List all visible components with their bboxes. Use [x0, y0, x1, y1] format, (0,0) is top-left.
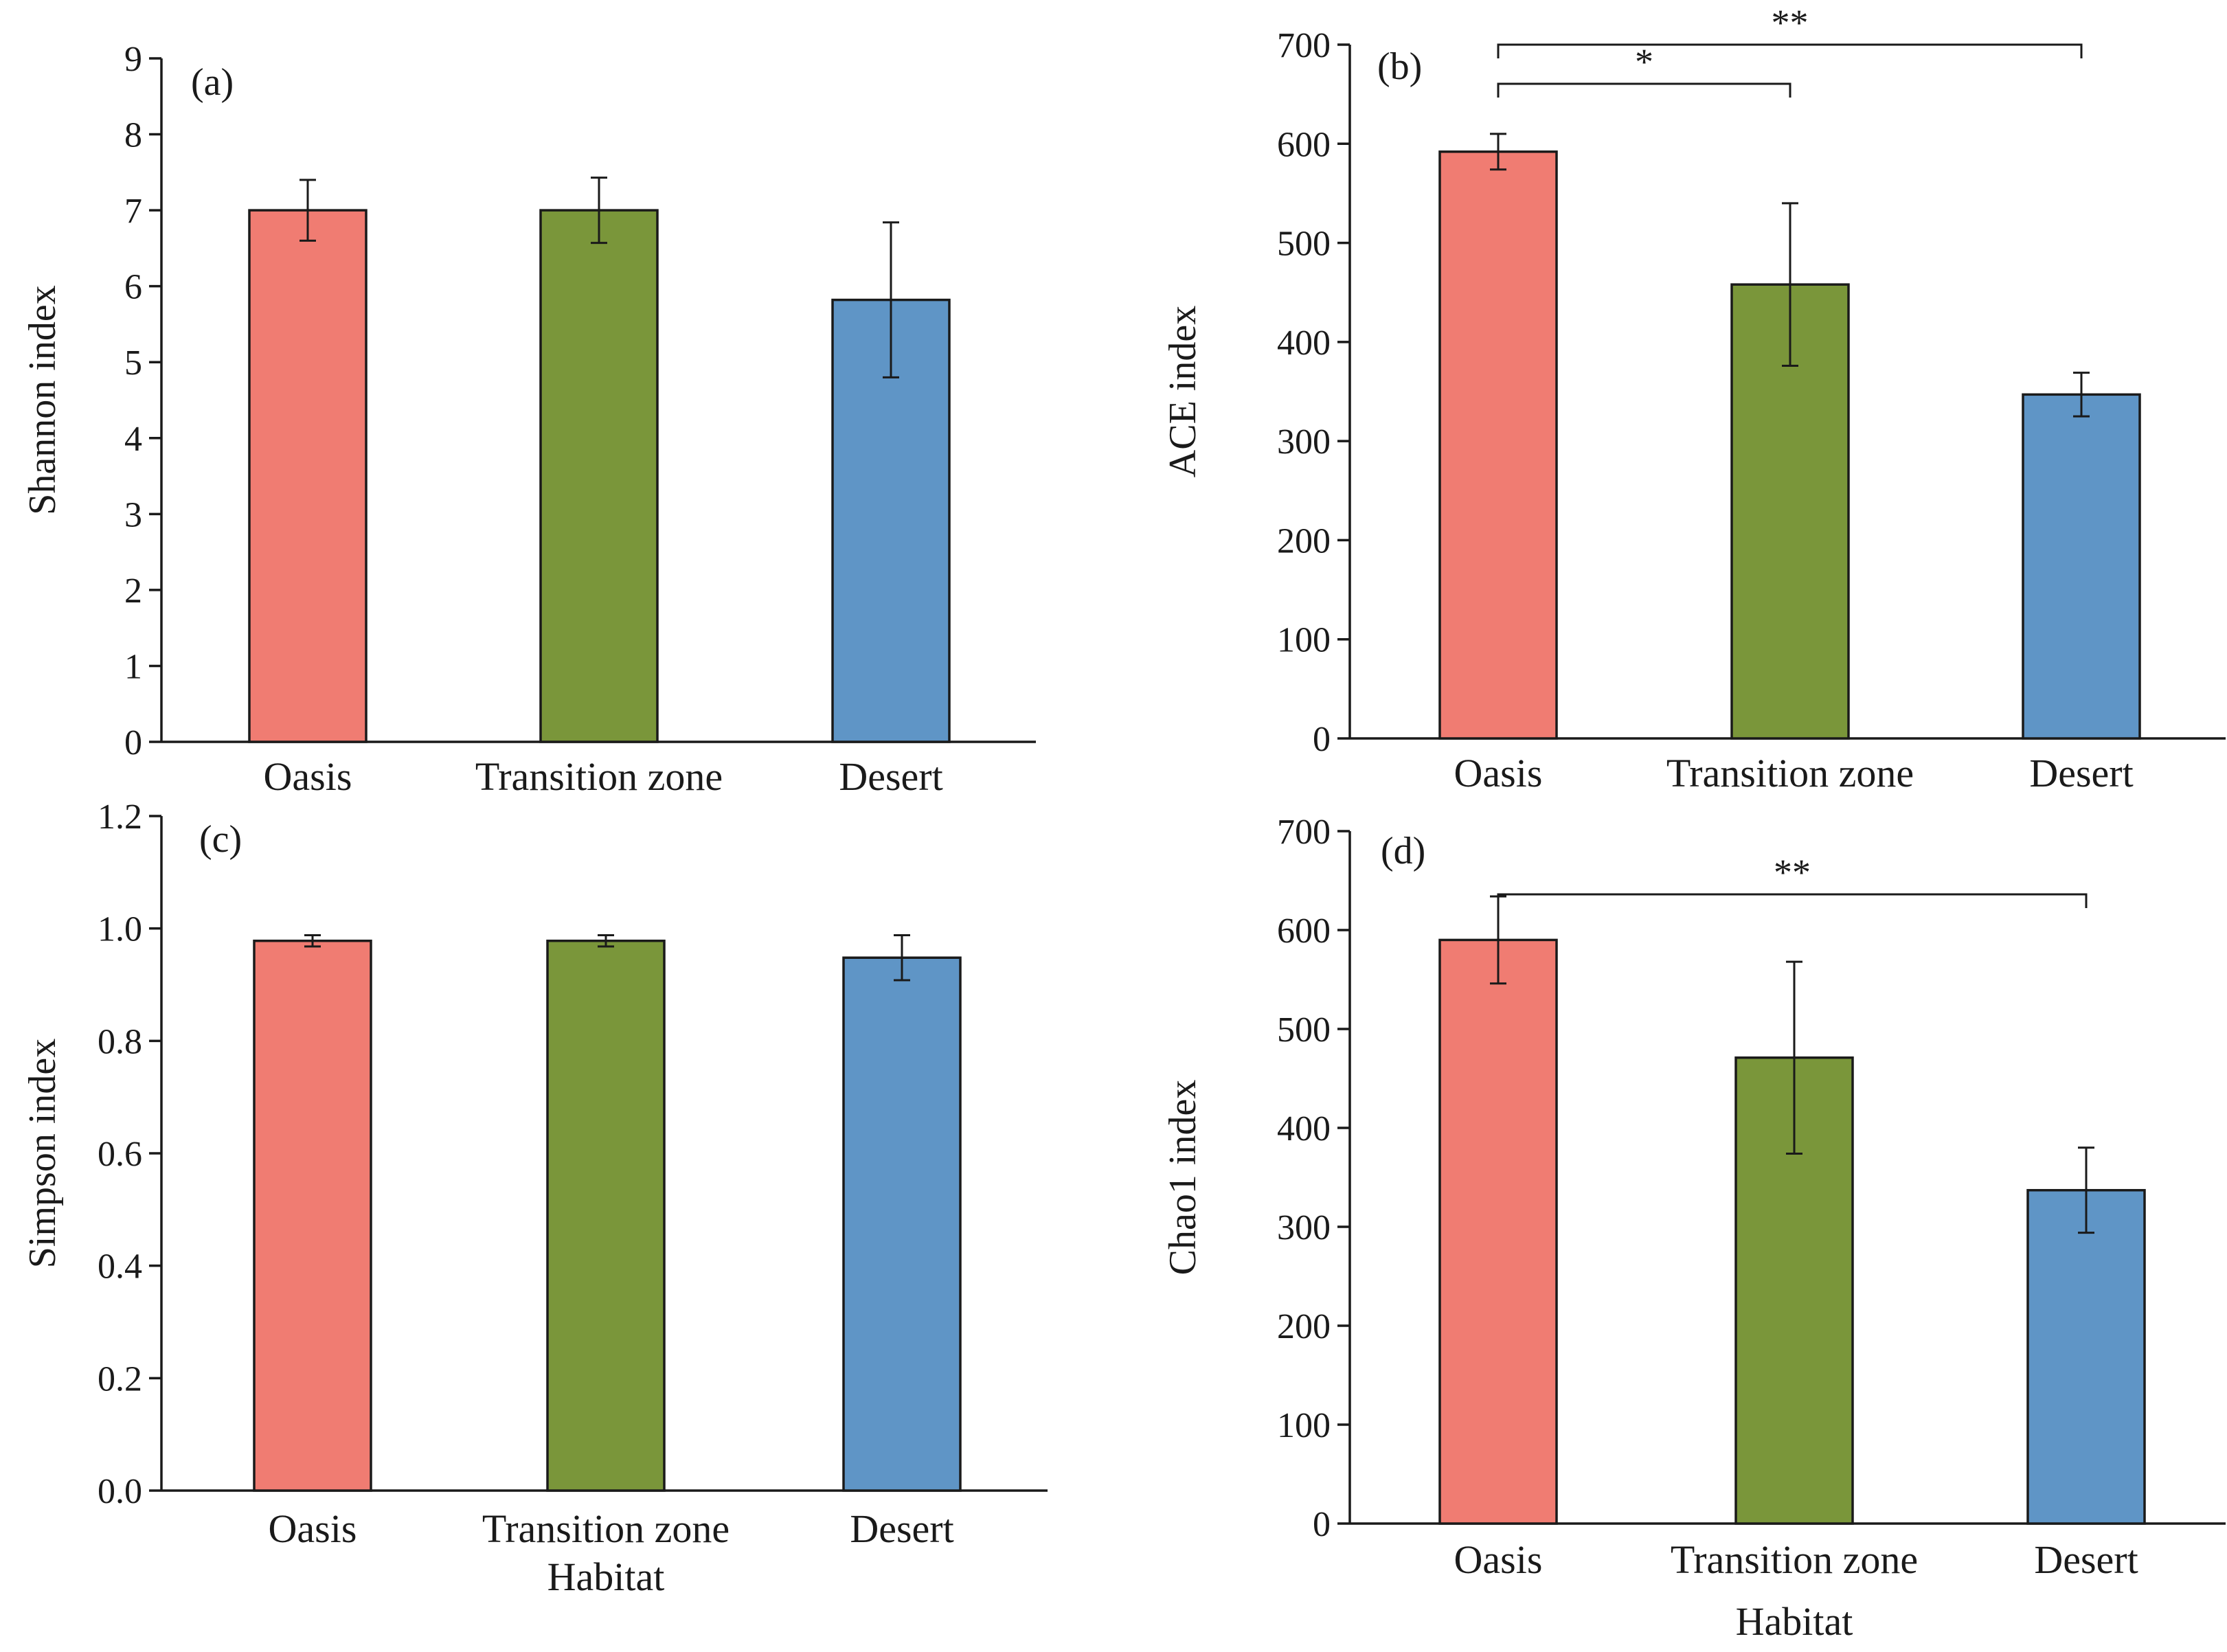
y-tick-label: 700	[1277, 813, 1331, 852]
panel-a: 0 1 2 3 4 5 6 7 8 9 Shannon index (a) Oasis Transitio…	[21, 40, 1036, 799]
y-tick-label: 8	[124, 116, 142, 155]
bar-desert	[2022, 393, 2141, 740]
error-bar	[2078, 1146, 2094, 1234]
y-tick-label: 4	[124, 420, 142, 459]
significance-bracket	[1497, 82, 1791, 98]
y-tick-label: 1	[124, 647, 142, 686]
y-tick-label: 5	[124, 343, 142, 383]
error-bar	[2073, 372, 2090, 418]
y-tick-label: 200	[1277, 1307, 1331, 1346]
bar-oasis	[248, 209, 368, 743]
panel-label: (b)	[1377, 45, 1422, 88]
error-bar	[304, 934, 321, 948]
x-tick-label: Transition zone	[482, 1506, 730, 1551]
x-tick-label: Transition zone	[1671, 1537, 1918, 1582]
y-tick-label: 0.4	[98, 1247, 142, 1287]
y-tick-label: 400	[1277, 1109, 1331, 1149]
x-tick-label: Oasis	[264, 754, 352, 799]
y-tick-label: 500	[1277, 225, 1331, 264]
bar-transition-zone	[546, 939, 666, 1492]
y-tick-label: 7	[124, 192, 142, 231]
panel-label: (d)	[1381, 830, 1425, 872]
y-tick-label: 200	[1277, 521, 1331, 561]
y-tick-label: 600	[1277, 125, 1331, 164]
y-tick-label: 0.8	[98, 1022, 142, 1061]
x-tick-label: Desert	[850, 1506, 953, 1551]
y-axis-label: Shannon index	[21, 285, 64, 514]
significance-label: *	[1635, 41, 1653, 82]
error-bar	[591, 177, 607, 245]
y-tick-label: 600	[1277, 912, 1331, 951]
y-tick-label: 100	[1277, 1406, 1331, 1445]
y-tick-label: 500	[1277, 1010, 1331, 1050]
panel-label: (a)	[191, 61, 234, 104]
y-tick-label: 700	[1277, 26, 1331, 65]
x-tick-label: Transition zone	[1666, 751, 1914, 795]
y-tick-label: 300	[1277, 1208, 1331, 1247]
error-bar	[299, 179, 316, 242]
x-axis-label: Habitat	[547, 1554, 665, 1599]
bar-transition-zone	[539, 209, 659, 743]
bar-oasis	[253, 939, 372, 1492]
error-bar	[1786, 960, 1802, 1155]
bar-desert	[842, 956, 962, 1492]
y-tick-label: 300	[1277, 422, 1331, 462]
x-tick-label: Oasis	[1454, 751, 1543, 795]
y-tick-label: 0.6	[98, 1135, 142, 1174]
y-tick-label: 0.0	[98, 1472, 142, 1511]
y-tick-label: 0.2	[98, 1359, 142, 1399]
y-axis-label: Chao1 index	[1162, 1080, 1204, 1276]
y-tick-label: 9	[124, 40, 142, 79]
panel-c: 0.0 0.2 0.4 0.6 0.8 1.0 1.2 Simpson index (c) Oas…	[21, 797, 1048, 1599]
x-tick-label: Oasis	[269, 1506, 357, 1551]
x-tick-label: Desert	[2034, 1537, 2138, 1582]
panel-b: 0 100 200 300 400 500 600 700 ACE index (b) Oasis T…	[1162, 2, 2226, 795]
y-tick-label: 0	[124, 723, 142, 762]
error-bar	[1782, 202, 1798, 367]
panel-d: 0 100 200 300 400 500 600 700 Chao1 index (d) Oasi…	[1162, 813, 2226, 1644]
y-tick-label: 1.2	[98, 797, 142, 837]
y-tick-label: 0	[1313, 1505, 1331, 1544]
y-axis-label: Simpson index	[21, 1039, 64, 1268]
significance-bracket	[1497, 43, 2083, 58]
significance-label: **	[1774, 852, 1811, 893]
y-axis-label: ACE index	[1162, 306, 1204, 477]
x-tick-label: Oasis	[1454, 1537, 1543, 1582]
y-tick-label: 6	[124, 268, 142, 307]
x-tick-label: Transition zone	[475, 754, 723, 799]
panel-label: (c)	[199, 818, 242, 861]
error-bar	[598, 934, 614, 948]
y-tick-label: 100	[1277, 621, 1331, 660]
significance-bracket	[1497, 893, 2088, 908]
x-tick-label: Desert	[839, 754, 942, 799]
significance-label: **	[1772, 2, 1809, 43]
bar-oasis	[1438, 150, 1558, 740]
y-tick-label: 400	[1277, 324, 1331, 363]
bar-oasis	[1438, 938, 1558, 1525]
x-axis-label: Habitat	[1736, 1599, 1853, 1644]
y-tick-label: 1.0	[98, 910, 142, 949]
y-tick-label: 3	[124, 495, 142, 534]
y-tick-label: 2	[124, 572, 142, 611]
error-bar	[1490, 133, 1506, 171]
bar-desert	[2026, 1188, 2146, 1525]
error-bar	[883, 221, 899, 378]
y-tick-label: 0	[1313, 720, 1331, 759]
x-tick-label: Desert	[2029, 751, 2133, 795]
error-bar	[894, 934, 910, 982]
